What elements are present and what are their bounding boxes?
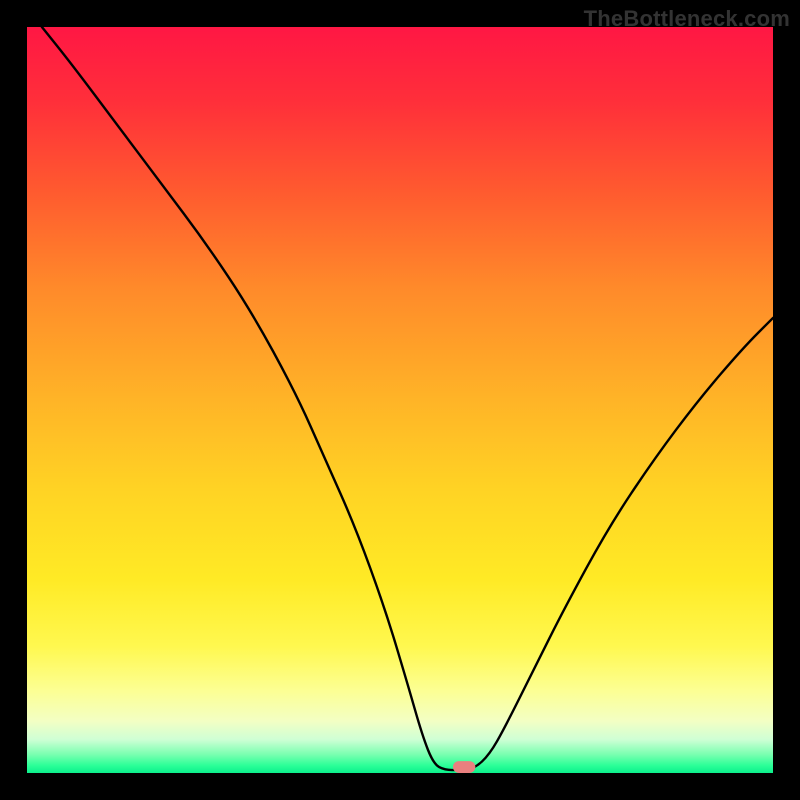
watermark-text: TheBottleneck.com [584, 6, 790, 32]
optimal-marker [453, 761, 475, 773]
bottleneck-chart [0, 0, 800, 800]
